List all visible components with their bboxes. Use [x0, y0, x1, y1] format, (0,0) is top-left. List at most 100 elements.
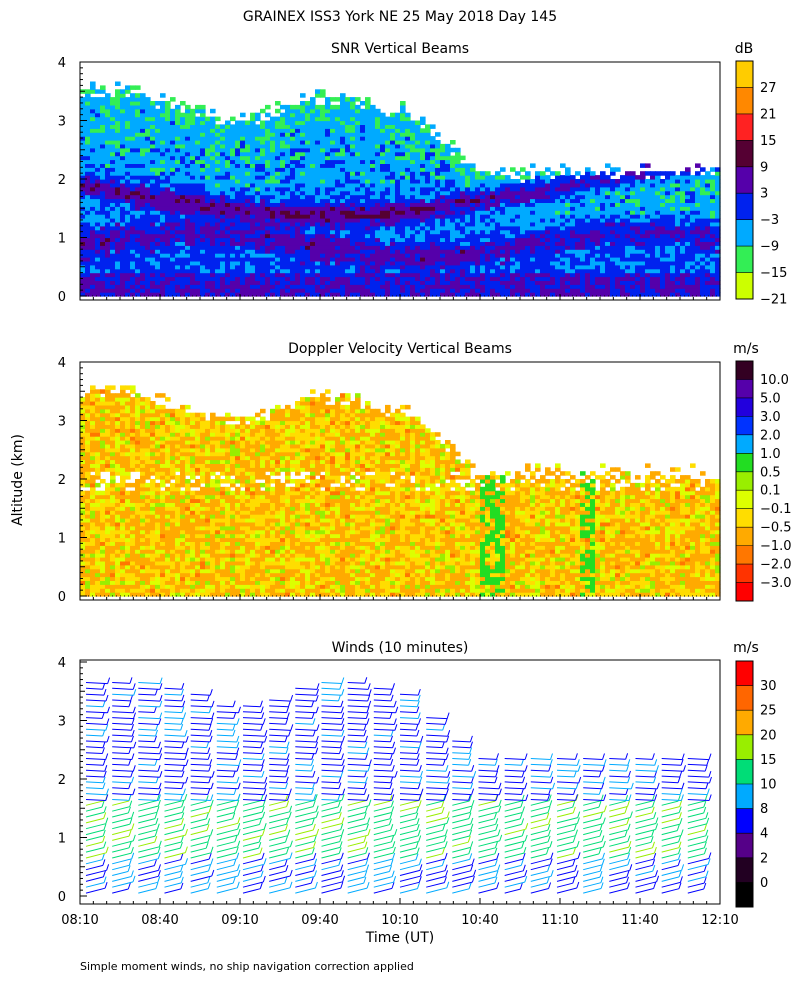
- snr-cell: [100, 155, 106, 161]
- snr-cell: [355, 194, 361, 200]
- snr-cell: [425, 292, 431, 297]
- snr-cell: [260, 108, 266, 114]
- snr-cell: [185, 132, 191, 137]
- snr-cell: [465, 194, 471, 200]
- snr-cell: [190, 210, 196, 215]
- snr-cell: [355, 264, 361, 270]
- snr-cell: [310, 179, 316, 184]
- snr-cell: [440, 186, 446, 192]
- snr-cell: [245, 214, 251, 219]
- snr-cell: [535, 179, 541, 184]
- snr-cell: [390, 268, 396, 274]
- snr-cell: [580, 292, 586, 297]
- snr-cell: [380, 147, 386, 153]
- snr-cell: [435, 245, 441, 250]
- snr-cell: [180, 120, 186, 125]
- snr-cell: [105, 124, 111, 129]
- snr-cell: [480, 288, 486, 293]
- snr-cell: [300, 218, 306, 223]
- snr-cell: [645, 292, 651, 297]
- snr-cell: [170, 116, 176, 122]
- snr-cell: [95, 194, 101, 200]
- snr-cell: [360, 151, 366, 157]
- snr-cell: [180, 202, 186, 207]
- snr-cell: [105, 214, 111, 219]
- snr-cell: [550, 225, 556, 231]
- snr-cell: [245, 147, 251, 153]
- snr-cell: [305, 194, 311, 200]
- snr-cell: [270, 182, 276, 188]
- snr-cell: [245, 155, 251, 161]
- snr-cell: [325, 116, 331, 122]
- snr-cell: [485, 288, 491, 293]
- snr-cell: [155, 268, 161, 274]
- snr-cell: [220, 179, 226, 184]
- snr-cell: [240, 175, 246, 180]
- snr-cell: [435, 198, 441, 203]
- snr-cell: [300, 202, 306, 207]
- snr-cell: [300, 292, 306, 297]
- snr-cell: [300, 101, 306, 106]
- snr-cell: [535, 288, 541, 293]
- snr-cell: [445, 155, 451, 161]
- snr-cell: [245, 260, 251, 266]
- snr-cell: [180, 124, 186, 129]
- snr-cell: [310, 264, 316, 270]
- snr-cell: [365, 171, 371, 176]
- snr-cell: [555, 218, 561, 223]
- snr-cell: [400, 237, 406, 242]
- snr-cell: [535, 260, 541, 266]
- snr-cell: [550, 190, 556, 196]
- snr-cell: [290, 175, 296, 180]
- snr-cell: [615, 182, 621, 188]
- snr-cell: [585, 260, 591, 266]
- snr-cell: [390, 175, 396, 180]
- snr-cell: [325, 101, 331, 106]
- snr-cell: [450, 229, 456, 235]
- snr-cell: [350, 272, 356, 278]
- snr-cell: [525, 198, 531, 203]
- snr-cell: [470, 182, 476, 188]
- snr-cell: [225, 272, 231, 278]
- snr-cell: [345, 260, 351, 266]
- snr-cell: [395, 221, 401, 227]
- snr-cell: [190, 218, 196, 223]
- snr-cell: [295, 198, 301, 203]
- snr-cell: [155, 132, 161, 137]
- snr-cell: [130, 260, 136, 266]
- snr-cell: [525, 264, 531, 270]
- snr-cell: [310, 155, 316, 161]
- snr-cell: [335, 264, 341, 270]
- snr-cell: [110, 179, 116, 184]
- snr-cell: [620, 288, 626, 293]
- snr-cell: [495, 249, 501, 254]
- snr-cell: [570, 206, 576, 211]
- snr-cell: [245, 272, 251, 278]
- snr-cell: [150, 101, 156, 106]
- snr-cell: [425, 241, 431, 246]
- snr-cell: [580, 194, 586, 200]
- snr-cell: [370, 182, 376, 188]
- snr-cell: [450, 202, 456, 207]
- snr-cell: [225, 124, 231, 129]
- snr-cell: [560, 221, 566, 227]
- snr-cell: [210, 225, 216, 231]
- snr-cell: [220, 249, 226, 254]
- snr-cell: [575, 182, 581, 188]
- snr-cell: [635, 268, 641, 274]
- snr-cell: [135, 136, 141, 141]
- snr-cell: [305, 264, 311, 270]
- snr-cell: [230, 155, 236, 161]
- snr-cell: [455, 159, 461, 164]
- snr-cell: [130, 108, 136, 114]
- snr-cell: [480, 190, 486, 196]
- snr-cell: [330, 206, 336, 211]
- snr-cell: [100, 218, 106, 223]
- snr-cell: [490, 179, 496, 184]
- snr-cell: [390, 186, 396, 192]
- snr-cell: [180, 276, 186, 281]
- snr-cell: [120, 268, 126, 274]
- snr-cell: [85, 179, 91, 184]
- snr-cell: [330, 97, 336, 102]
- snr-cell: [295, 132, 301, 137]
